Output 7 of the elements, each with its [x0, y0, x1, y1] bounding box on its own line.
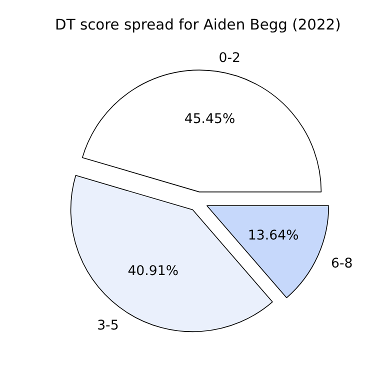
data-label: 45.45% — [184, 112, 236, 128]
slice-label: 3-5 — [97, 318, 119, 334]
chart-title: DT score spread for Aiden Begg (2022) — [55, 16, 341, 34]
slice-label: 6-8 — [330, 256, 353, 272]
slice-label: 0-2 — [218, 50, 241, 66]
data-label: 40.91% — [128, 264, 179, 279]
data-label: 13.64% — [248, 228, 299, 244]
